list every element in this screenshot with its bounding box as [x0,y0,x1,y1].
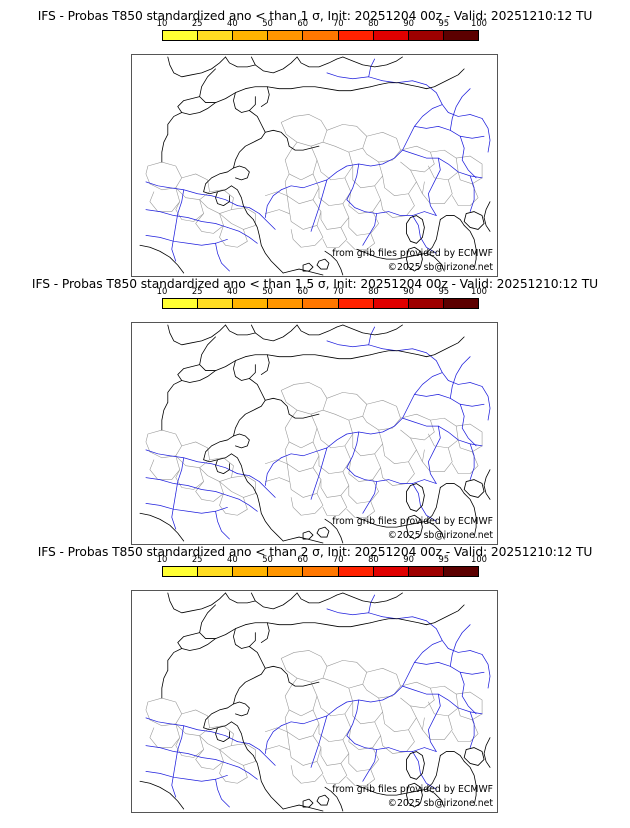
panel-3-copyright: ©2025 sb@irizone.net [387,798,493,809]
panel-1-title: IFS - Probas T850 standardized ano < tha… [37,9,593,23]
colorbar-tick-50: 50 [262,18,273,28]
colorbar-segment-40-50 [233,299,269,308]
colorbar-tick-80: 80 [368,286,379,296]
colorbar-segment-50-60 [268,31,304,40]
panel-3-title: IFS - Probas T850 standardized ano < tha… [37,545,593,559]
colorbar-tick-95: 95 [438,554,450,564]
colorbar-segment-80-90 [373,567,409,576]
panel-2-colorbar-gradient [162,298,479,309]
panel-3-colorbar: 10 25 40 50 60 70 80 90 95 100 [157,554,487,578]
colorbar-tick-100: 100 [471,286,487,296]
colorbar-segment-60-70 [303,31,339,40]
map-geography-svg [139,592,491,812]
panel-2-colorbar: 10 25 40 50 60 70 80 90 95 100 [157,286,487,310]
colorbar-tick-25: 25 [191,286,203,296]
colorbar-segment-25-40 [198,299,234,308]
colorbar-segment-10-25 [163,567,199,576]
colorbar-segment-70-80 [338,567,374,576]
colorbar-tick-50: 50 [262,286,273,296]
colorbar-tick-60: 60 [297,286,309,296]
colorbar-segment-70-80 [338,31,374,40]
colorbar-tick-40: 40 [227,554,238,564]
colorbar-tick-25: 25 [191,554,203,564]
panel-1: IFS - Probas T850 standardized ano < tha… [0,0,630,277]
map-islands-layer [302,479,485,540]
map-islands-layer [302,747,485,808]
panel-3-colorbar-gradient [162,566,479,577]
map-borders-layer [145,650,483,786]
colorbar-segment-95-100 [443,31,478,40]
map-borders-layer [145,382,483,518]
map-borders-layer [145,114,483,250]
colorbar-segment-10-25 [163,31,199,40]
colorbar-tick-50: 50 [262,554,273,564]
colorbar-tick-10: 10 [156,554,168,564]
map-geography-svg [139,324,491,544]
map-coastlines-layer [139,324,491,544]
colorbar-segment-10-25 [163,299,199,308]
colorbar-tick-60: 60 [297,18,309,28]
colorbar-tick-90: 90 [403,554,414,564]
map-coastlines-layer [139,592,491,812]
colorbar-tick-100: 100 [471,554,487,564]
panel-3-colorbar-ticks: 10 25 40 50 60 70 80 90 95 100 [157,554,487,565]
map-coastlines-layer [139,56,491,276]
colorbar-tick-60: 60 [297,554,309,564]
colorbar-tick-40: 40 [227,18,238,28]
panel-2-title: IFS - Probas T850 standardized ano < tha… [31,277,599,291]
colorbar-tick-95: 95 [438,18,450,28]
colorbar-tick-70: 70 [332,286,344,296]
colorbar-tick-10: 10 [156,286,168,296]
colorbar-segment-50-60 [268,567,304,576]
colorbar-segment-80-90 [373,31,409,40]
colorbar-segment-95-100 [443,299,478,308]
colorbar-segment-60-70 [303,299,339,308]
colorbar-segment-40-50 [233,567,269,576]
colorbar-tick-100: 100 [471,18,487,28]
panel-1-colorbar-gradient [162,30,479,41]
colorbar-segment-95-100 [443,567,478,576]
colorbar-tick-10: 10 [156,18,168,28]
colorbar-segment-25-40 [198,31,234,40]
colorbar-tick-70: 70 [332,18,344,28]
map-geography-svg [139,56,491,276]
colorbar-segment-25-40 [198,567,234,576]
panel-2-copyright: ©2025 sb@irizone.net [387,530,493,541]
colorbar-tick-80: 80 [368,554,379,564]
panel-3-ecmwf-credit: from grib files provided by ECMWF [332,784,493,795]
colorbar-segment-80-90 [373,299,409,308]
colorbar-tick-70: 70 [332,554,344,564]
map-rivers-layer [145,594,491,808]
panel-2-ecmwf-credit: from grib files provided by ECMWF [332,516,493,527]
colorbar-tick-95: 95 [438,286,450,296]
colorbar-segment-90-95 [408,299,444,308]
panel-2-map[interactable]: from grib files provided by ECMWF ©2025 … [131,322,498,545]
colorbar-tick-25: 25 [191,18,203,28]
colorbar-segment-70-80 [338,299,374,308]
colorbar-tick-90: 90 [403,286,414,296]
colorbar-tick-40: 40 [227,286,238,296]
colorbar-segment-90-95 [408,31,444,40]
panel-2: IFS - Probas T850 standardized ano < tha… [0,268,630,545]
colorbar-segment-60-70 [303,567,339,576]
panel-1-map[interactable]: from grib files provided by ECMWF ©2025 … [131,54,498,277]
map-islands-layer [302,211,485,272]
panel-2-colorbar-ticks: 10 25 40 50 60 70 80 90 95 100 [157,286,487,297]
map-rivers-layer [145,326,491,540]
panel-1-copyright: ©2025 sb@irizone.net [387,262,493,273]
map-rivers-layer [145,58,491,272]
colorbar-segment-50-60 [268,299,304,308]
panel-1-colorbar: 10 25 40 50 60 70 80 90 95 100 [157,18,487,42]
panel-3-map[interactable]: from grib files provided by ECMWF ©2025 … [131,590,498,813]
colorbar-tick-80: 80 [368,18,379,28]
colorbar-segment-40-50 [233,31,269,40]
colorbar-segment-90-95 [408,567,444,576]
panel-1-colorbar-ticks: 10 25 40 50 60 70 80 90 95 100 [157,18,487,29]
colorbar-tick-90: 90 [403,18,414,28]
panel-1-ecmwf-credit: from grib files provided by ECMWF [332,248,493,259]
panel-3: IFS - Probas T850 standardized ano < tha… [0,536,630,813]
